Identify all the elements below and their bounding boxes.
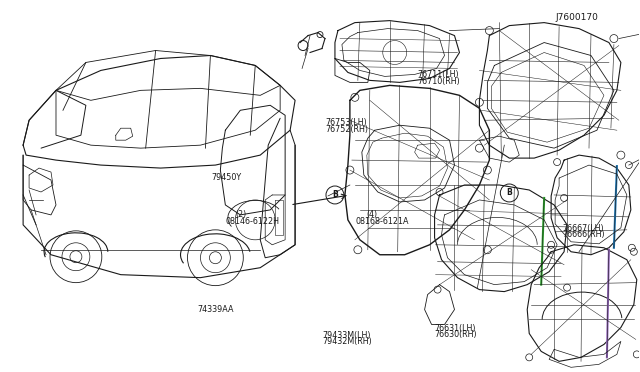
- Text: 76752(RH): 76752(RH): [325, 125, 368, 134]
- Text: 76631(LH): 76631(LH): [435, 324, 476, 333]
- Text: 76711(LH): 76711(LH): [417, 70, 458, 79]
- Text: 76710(RH): 76710(RH): [417, 77, 460, 86]
- Text: 79433M(LH): 79433M(LH): [322, 331, 371, 340]
- Text: J7600170: J7600170: [556, 13, 599, 22]
- Text: 79432M(RH): 79432M(RH): [322, 337, 372, 346]
- Text: 74339AA: 74339AA: [198, 305, 234, 314]
- Text: 76666(RH): 76666(RH): [563, 230, 605, 239]
- Text: B: B: [332, 190, 338, 199]
- Text: 76667(LH): 76667(LH): [563, 224, 604, 233]
- Text: (4): (4): [366, 211, 377, 219]
- Text: 79450Y: 79450Y: [212, 173, 242, 182]
- Text: 76630(RH): 76630(RH): [435, 330, 477, 339]
- Text: 76753(LH): 76753(LH): [325, 119, 367, 128]
- Text: (2): (2): [236, 211, 247, 219]
- Text: 08168-6121A: 08168-6121A: [356, 217, 409, 226]
- Text: B: B: [506, 189, 512, 198]
- Text: 08146-6122H: 08146-6122H: [226, 217, 280, 226]
